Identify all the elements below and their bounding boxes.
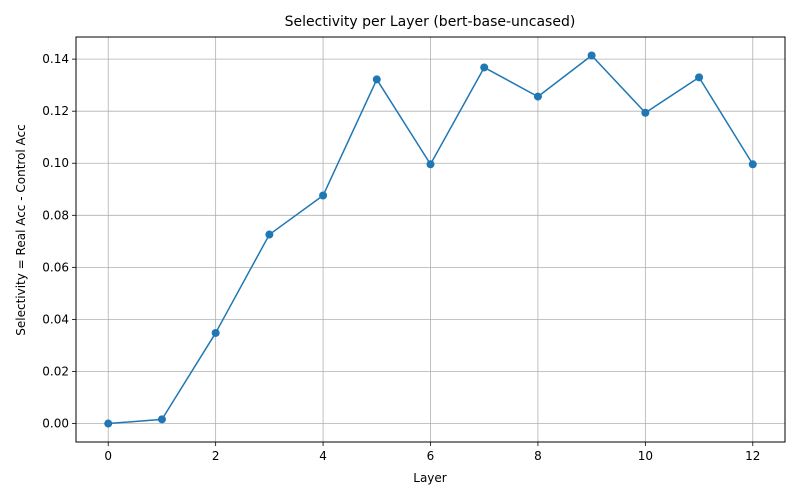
x-axis: 0 2 4 6 8 10 12 [104, 442, 760, 463]
data-point [533, 92, 542, 101]
y-tick-label: 0.04 [42, 312, 69, 326]
data-point [641, 108, 650, 117]
x-tick-label: 0 [104, 449, 112, 463]
y-tick-label: 0.08 [42, 208, 69, 222]
y-axis-label: Selectivity = Real Acc - Control Acc [14, 124, 28, 336]
data-point [265, 230, 274, 239]
x-tick-label: 6 [427, 449, 435, 463]
chart-title: Selectivity per Layer (bert-base-uncased… [285, 14, 576, 30]
y-tick-label: 0.12 [42, 104, 69, 118]
x-tick-label: 8 [534, 449, 542, 463]
grid-lines [76, 37, 785, 442]
data-point [587, 51, 596, 60]
data-point [748, 160, 757, 169]
data-point [104, 419, 113, 428]
data-point [372, 75, 381, 84]
y-tick-label: 0.00 [42, 417, 69, 431]
y-tick-label: 0.14 [42, 52, 69, 66]
x-axis-label: Layer [413, 471, 447, 485]
y-tick-label: 0.10 [42, 156, 69, 170]
data-point [319, 191, 328, 200]
data-point [211, 328, 220, 337]
x-tick-label: 4 [319, 449, 327, 463]
y-tick-label: 0.02 [42, 364, 69, 378]
x-tick-label: 2 [212, 449, 220, 463]
data-point [695, 73, 704, 82]
data-point [480, 63, 489, 72]
data-point [157, 415, 166, 424]
x-tick-label: 12 [745, 449, 760, 463]
series-selectivity [104, 51, 757, 428]
y-tick-label: 0.06 [42, 260, 69, 274]
data-point [426, 160, 435, 169]
x-tick-label: 10 [638, 449, 653, 463]
y-axis: 0.00 0.02 0.04 0.06 0.08 0.10 0.12 0.14 [42, 52, 76, 431]
